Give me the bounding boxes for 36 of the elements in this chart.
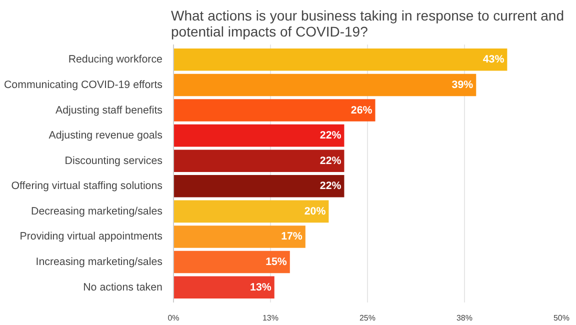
data-label: 43% — [482, 54, 505, 66]
y-tick-label: Decreasing marketing/sales — [31, 205, 163, 218]
y-tick-label: No actions taken — [83, 281, 163, 294]
y-tick-label: Adjusting staff benefits — [55, 104, 163, 116]
bar — [174, 74, 476, 96]
data-label: 13% — [250, 281, 272, 294]
bar — [174, 175, 344, 198]
y-tick-label: Increasing marketing/sales — [36, 256, 163, 268]
bar — [174, 150, 344, 172]
y-tick-label: Discounting services — [64, 154, 163, 167]
data-label: 20% — [304, 205, 326, 218]
y-tick-label: Providing virtual appointments — [20, 230, 163, 243]
data-label: 39% — [452, 78, 474, 91]
data-label: 17% — [281, 230, 303, 243]
data-label: 15% — [266, 256, 288, 268]
x-tick-label: 13% — [262, 314, 279, 322]
chart-title: What actions is your business taking in response to current and potential impacts of COVID-19? — [171, 8, 564, 40]
bar — [174, 200, 329, 223]
data-label: 22% — [320, 180, 342, 192]
bar — [174, 276, 274, 298]
x-tick-label: 50% — [553, 314, 570, 322]
bar — [174, 226, 306, 248]
bar — [174, 48, 508, 71]
y-tick-label: Adjusting revenue goals — [48, 130, 163, 142]
data-label: 22% — [320, 154, 342, 167]
bar — [174, 250, 290, 274]
x-tick-label: 38% — [456, 314, 473, 322]
x-tick-label: 0% — [168, 314, 180, 322]
bar — [174, 99, 376, 122]
y-tick-label: Offering virtual staffing solutions — [11, 180, 163, 192]
bar — [174, 124, 344, 147]
y-tick-label: Reducing workforce — [68, 54, 163, 66]
y-tick-label: Communicating COVID-19 efforts — [4, 78, 163, 91]
x-tick-label: 25% — [359, 314, 376, 322]
data-label: 22% — [320, 130, 342, 142]
data-label: 26% — [350, 104, 373, 116]
